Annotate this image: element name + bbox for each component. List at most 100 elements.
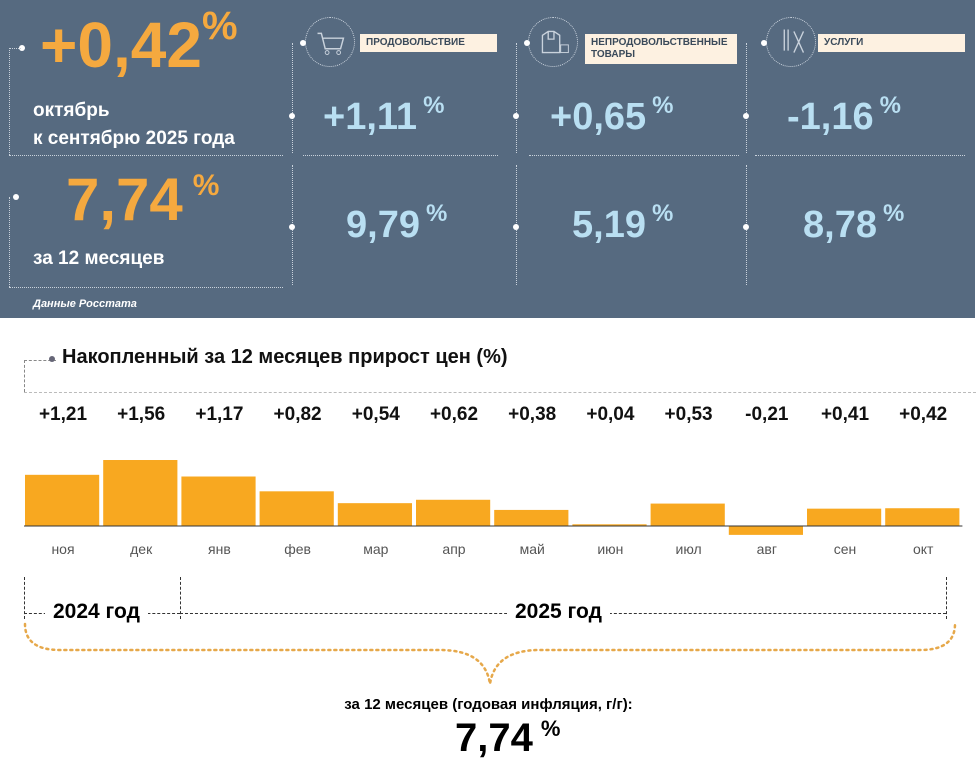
divider <box>9 155 283 156</box>
category-month-value: +0,65% <box>550 92 674 139</box>
connector-dot <box>300 40 306 46</box>
bar-июн <box>572 524 647 526</box>
category-label: июл <box>675 541 702 557</box>
divider <box>755 155 965 156</box>
percent-sign: % <box>879 92 901 119</box>
month-change: +0,42% <box>40 4 238 82</box>
value-label: -0,21 <box>745 404 789 425</box>
month-caption-2: к сентябрю 2025 года <box>33 128 235 149</box>
month-value: +1,11 <box>323 96 418 138</box>
percent-sign: % <box>201 4 238 48</box>
bar-ноя <box>25 474 100 526</box>
value-label: +0,38 <box>508 404 557 425</box>
year-change: 7,74% <box>66 165 219 234</box>
connector-dot <box>513 113 519 119</box>
divider <box>529 155 739 156</box>
category-label: янв <box>208 541 231 557</box>
connector-dot <box>524 40 530 46</box>
category-month-value: -1,16% <box>787 92 901 139</box>
category-year-value: 9,79% <box>346 200 447 247</box>
category-label: апр <box>442 541 466 557</box>
percent-sign: % <box>882 200 905 227</box>
value-label: +0,62 <box>429 404 479 425</box>
category-label: окт <box>912 541 934 557</box>
year-2024-label: 2024 год <box>45 600 148 624</box>
summary-panel: +0,42% октябрь к сентябрю 2025 года 7,74%… <box>0 0 975 318</box>
value-label: +1,56 <box>117 404 166 425</box>
divider <box>516 43 517 153</box>
value-label: +1,17 <box>195 404 244 425</box>
connector-dot <box>289 224 295 230</box>
connector-dot <box>743 224 749 230</box>
category-label: авг <box>756 541 777 557</box>
year-value: 9,79 <box>346 204 420 246</box>
footer-value: 7,74% <box>455 716 560 761</box>
connector-dot <box>289 113 295 119</box>
value-label: +0,04 <box>586 404 635 425</box>
value-label: +0,53 <box>664 404 713 425</box>
percent-sign: % <box>651 200 674 227</box>
category-label: мар <box>363 541 389 557</box>
bar-дек <box>103 460 178 526</box>
year-bracket <box>946 577 947 619</box>
bar-мар <box>337 503 412 526</box>
bar-chart <box>24 460 963 535</box>
year-change-value: 7,74 <box>66 166 183 233</box>
connector-dot <box>513 224 519 230</box>
month-change-value: +0,42 <box>40 9 202 81</box>
category-label: УСЛУГИ <box>818 34 965 52</box>
clothes-bag-icon <box>528 17 578 67</box>
value-label: +1,21 <box>38 404 88 425</box>
year-2025-label: 2025 год <box>507 600 610 624</box>
year-caption: за 12 месяцев <box>33 248 165 269</box>
year-value: 5,19 <box>572 204 646 246</box>
bar-май <box>494 509 569 526</box>
category-label: фев <box>284 541 311 557</box>
title-connector <box>24 360 56 361</box>
percent-sign: % <box>540 716 561 741</box>
connector-dot <box>13 194 19 200</box>
value-label: +0,82 <box>273 404 322 425</box>
bar-июл <box>650 503 725 526</box>
category-label: июн <box>597 541 624 557</box>
month-caption-1: октябрь <box>33 100 110 121</box>
connector-dot <box>761 40 767 46</box>
source-note: Данные Росстата <box>33 298 137 310</box>
category-label: дек <box>130 541 153 557</box>
category-label: сен <box>833 541 857 557</box>
chart-title: Накопленный за 12 месяцев прирост цен (%… <box>62 346 508 368</box>
divider <box>303 155 498 156</box>
category-month-value: +1,11% <box>323 92 444 139</box>
category-label: НЕПРОДОВОЛЬСТВЕННЫЕ ТОВАРЫ <box>585 34 737 64</box>
percent-sign: % <box>652 92 674 119</box>
annual-inflation-value: 7,74 <box>455 716 533 760</box>
value-label: +0,54 <box>351 404 400 425</box>
curly-brace <box>23 622 957 685</box>
bar-сен <box>807 508 882 526</box>
divider <box>9 48 21 49</box>
category-label: ПРОДОВОЛЬСТВИЕ <box>360 34 497 52</box>
bar-фев <box>259 491 334 526</box>
title-dot <box>49 356 55 362</box>
divider <box>9 48 10 155</box>
year-bracket <box>180 577 181 619</box>
title-connector <box>24 360 25 392</box>
value-label: +0,41 <box>820 404 870 425</box>
percent-sign: % <box>423 92 445 119</box>
bar-апр <box>416 499 491 526</box>
category-label: май <box>519 541 545 557</box>
year-value: 8,78 <box>803 204 877 246</box>
divider <box>292 43 293 153</box>
percent-sign: % <box>425 200 448 227</box>
category-year-value: 8,78% <box>803 200 904 247</box>
month-caption: октябрь к сентябрю 2025 года <box>33 97 235 153</box>
scissors-comb-icon <box>766 17 816 67</box>
footer-caption: за 12 месяцев (годовая инфляция, г/г): <box>344 696 633 713</box>
value-label: +0,42 <box>899 404 948 425</box>
divider <box>9 287 283 288</box>
connector-dot <box>743 113 749 119</box>
month-value: +0,65 <box>550 96 647 138</box>
bar-янв <box>181 476 256 526</box>
divider <box>746 43 747 153</box>
bar-окт <box>885 508 960 526</box>
